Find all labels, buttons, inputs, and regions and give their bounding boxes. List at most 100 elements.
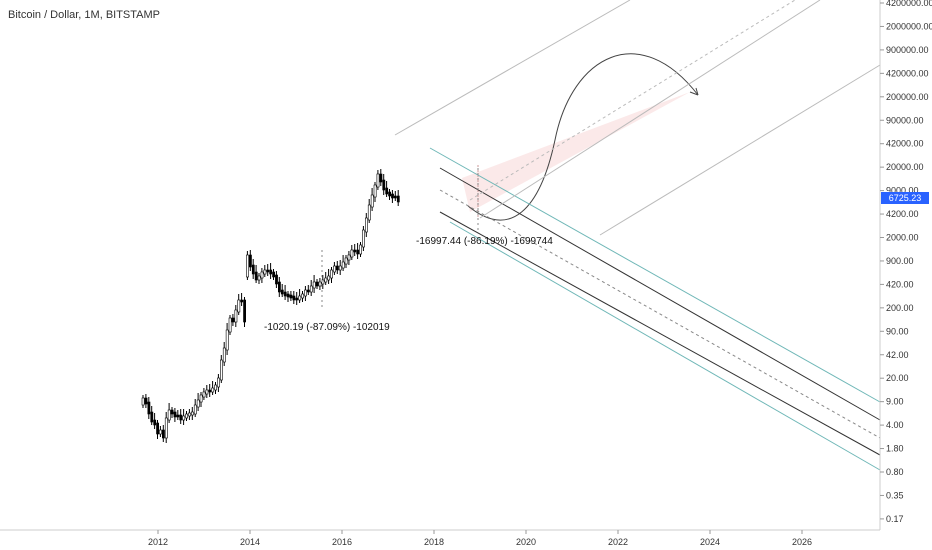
candle-bull — [304, 289, 307, 297]
candle-bear — [388, 191, 392, 197]
candle-bear — [176, 414, 180, 418]
candle-bear — [144, 397, 148, 405]
candle-bull — [376, 173, 380, 188]
candle-bull — [193, 404, 197, 415]
time-tick-label: 2022 — [608, 537, 628, 547]
channel-outer-lower — [449, 221, 881, 471]
candle-bear — [251, 264, 255, 275]
time-tick-label: 2016 — [332, 537, 352, 547]
candle-bull — [257, 275, 261, 281]
candle-bear — [385, 187, 389, 195]
price-tick-label: 4.00 — [886, 420, 904, 430]
price-tick-label: 4200.00 — [886, 209, 919, 219]
candle-bear — [306, 289, 310, 293]
price-tick-label: 900000.00 — [886, 45, 929, 55]
candle-bear — [391, 193, 394, 199]
candle-bull — [327, 275, 331, 281]
candle-bull — [214, 384, 218, 391]
candle-bear — [277, 281, 281, 293]
channel-outer-upper — [429, 147, 881, 403]
price-axis[interactable]: 4200000.00 2000000.00 900000.00 420000.00 20… — [880, 0, 932, 524]
candle-bear — [315, 281, 319, 287]
candle-bear — [353, 249, 357, 253]
time-tick-label: 2018 — [424, 537, 444, 547]
price-tick-label: 2000000.00 — [886, 21, 932, 31]
candle-bear — [240, 299, 244, 303]
time-tick-label: 2020 — [516, 537, 536, 547]
candle-bull — [312, 281, 316, 289]
candle-bull — [191, 411, 194, 416]
candle-bull — [141, 397, 145, 406]
candle-bull — [330, 269, 334, 279]
candle-bull — [367, 204, 371, 221]
candle-bull — [211, 387, 215, 393]
candle-bear — [156, 422, 160, 435]
price-tick-label: 90.00 — [886, 326, 909, 336]
projection-layer — [462, 53, 699, 221]
candle-bull — [260, 271, 264, 279]
candle-bull — [373, 184, 377, 198]
price-tick-label: 9.00 — [886, 397, 904, 407]
time-axis[interactable]: 2012 2014 2016 2018 2020 2022 2024 2026 — [148, 530, 812, 547]
fork-median-line — [469, 0, 796, 201]
candle-bear — [269, 269, 273, 275]
time-tick-label: 2026 — [792, 537, 812, 547]
candle-bull — [263, 269, 267, 275]
pitchfork-layer — [394, 0, 881, 471]
price-tick-label: 420.00 — [886, 279, 914, 289]
candle-bear — [286, 293, 290, 298]
projection-curve — [467, 53, 699, 221]
candle-bear — [272, 271, 276, 278]
candle-bull — [309, 285, 313, 293]
candle-bear — [150, 411, 154, 423]
candle-bull — [182, 415, 186, 421]
time-tick-label: 2012 — [148, 537, 168, 547]
last-price-label: 6725.23 — [889, 193, 922, 203]
price-tick-label: 42000.00 — [886, 139, 924, 149]
channel-median-line — [439, 189, 881, 439]
candle-bull — [199, 394, 203, 403]
price-tick-label: 9000.00 — [886, 186, 919, 196]
candle-bull — [205, 389, 209, 395]
candle-bull — [298, 295, 302, 301]
time-tick-label: 2024 — [700, 537, 720, 547]
candle-bear — [254, 271, 258, 281]
channel-inner-upper — [439, 167, 881, 421]
candle-bear — [283, 291, 287, 297]
candle-bear — [243, 299, 247, 323]
price-tick-label: 1.80 — [886, 444, 904, 454]
candle-bear — [170, 409, 174, 415]
price-tick-label: 0.35 — [886, 490, 904, 500]
candle-bear — [208, 389, 212, 393]
candle-bear — [162, 429, 165, 439]
candle-bull — [370, 194, 374, 208]
price-tick-label: 200000.00 — [886, 92, 929, 102]
candle-bull — [220, 359, 223, 381]
candle-bull — [344, 257, 348, 265]
candle-bull — [225, 329, 229, 351]
fork-upper-outer — [394, 0, 631, 136]
candle-bear — [289, 294, 293, 299]
candle-bull — [164, 417, 168, 439]
candle-bear — [249, 254, 252, 268]
fork-lower-outer — [599, 64, 881, 236]
time-tick-label: 2014 — [240, 537, 260, 547]
chart-title: Bitcoin / Dollar, 1M, BITSTAMP — [8, 9, 160, 21]
candle-bear — [382, 179, 386, 191]
price-tick-label: 42.00 — [886, 350, 909, 360]
fork-upper-inner — [479, 0, 821, 219]
candle-bull — [217, 377, 220, 388]
candle-bear — [356, 249, 360, 255]
candle-bull — [362, 229, 365, 248]
price-tick-label: 4200000.00 — [886, 0, 932, 8]
projection-arrowhead — [689, 87, 699, 96]
price-tick-label: 900.00 — [886, 256, 914, 266]
candle-bear — [379, 173, 383, 183]
candle-bear — [173, 411, 177, 418]
candle-bull — [188, 412, 191, 417]
candle-bull — [234, 309, 238, 323]
candle-bull — [333, 265, 336, 273]
candle-bull — [341, 261, 345, 269]
last-price-marker: 6725.23 — [881, 192, 929, 204]
candle-bull — [222, 347, 226, 363]
